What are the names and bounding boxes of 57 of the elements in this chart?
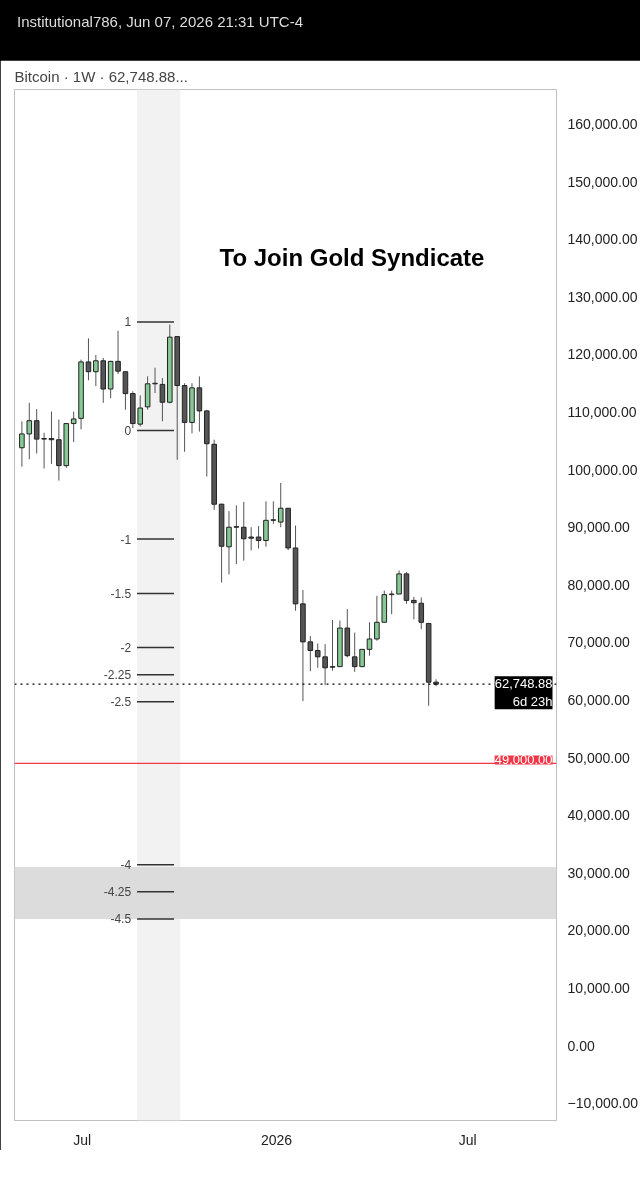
candlestick (19, 420, 25, 468)
y-tick-label: 50,000.00 (567, 749, 630, 766)
ref-line-label: 49,000.00 (494, 752, 553, 768)
candlestick (322, 643, 328, 686)
candlestick (314, 643, 321, 669)
candlestick (411, 596, 417, 620)
candlestick (122, 371, 129, 411)
annotation: -2.25 (103, 668, 132, 683)
candlestick (159, 377, 166, 422)
candlestick (307, 635, 314, 672)
y-tick-label: 80,000.00 (567, 576, 630, 593)
annotation: -4 (120, 858, 132, 873)
y-tick-label: −10,000.00 (567, 1095, 639, 1112)
annotation: -1 (120, 532, 132, 547)
y-tick-label: 110,000.00 (567, 404, 637, 421)
candlestick (85, 337, 92, 381)
annotation: -2.5 (110, 695, 132, 710)
x-tick-label: Jul (458, 1131, 477, 1148)
y-tick-label: 60,000.00 (567, 692, 630, 709)
x-tick-label: Jul (73, 1131, 92, 1148)
y-tick-label: 70,000.00 (567, 634, 630, 651)
candlestick (270, 500, 277, 525)
y-tick-label: 30,000.00 (567, 864, 630, 881)
candlestick (418, 597, 425, 630)
candlestick (388, 590, 395, 615)
ref-line-label: 62,748.88 6d 23h (494, 676, 553, 710)
y-tick-label: 150,000.00 (567, 173, 638, 190)
candlestick (433, 678, 439, 687)
y-tick-label: 130,000.00 (567, 288, 638, 305)
candlestick (396, 569, 402, 595)
candlestick (144, 375, 151, 411)
candlestick (329, 619, 336, 672)
annotation: To Join Gold Syndicate (219, 243, 485, 271)
candlestick (48, 410, 55, 465)
y-tick-label: 0.00 (567, 1037, 595, 1054)
y-tick-label: 20,000.00 (567, 922, 630, 939)
candlestick (70, 410, 77, 443)
candlestick (233, 504, 240, 565)
chart-title: Bitcoin · 1W · 62,748.88... (14, 67, 188, 85)
text: Institutional786, Jun 07, 2026 21:31 UTC-4 (17, 12, 304, 32)
y-tick-label: 90,000.00 (567, 519, 630, 536)
candlestick (374, 595, 380, 642)
candlestick (366, 621, 373, 657)
y-tick-label: 10,000.00 (567, 980, 630, 997)
y-tick-label: 40,000.00 (567, 807, 630, 824)
annotation: 1 (124, 315, 132, 330)
y-tick-label: 120,000.00 (567, 346, 638, 363)
y-tick-label: 140,000.00 (567, 231, 638, 248)
annotation: -4.5 (110, 912, 132, 927)
annotation: -4.25 (103, 885, 132, 900)
candlestick (26, 402, 33, 460)
x-tick-label: 2026 (260, 1131, 293, 1148)
y-tick-label: 100,000.00 (567, 461, 638, 478)
annotation: -1.5 (110, 586, 132, 601)
annotation: 0 (124, 423, 132, 438)
annotation: -2 (120, 641, 132, 656)
y-tick-label: 160,000.00 (567, 116, 638, 133)
